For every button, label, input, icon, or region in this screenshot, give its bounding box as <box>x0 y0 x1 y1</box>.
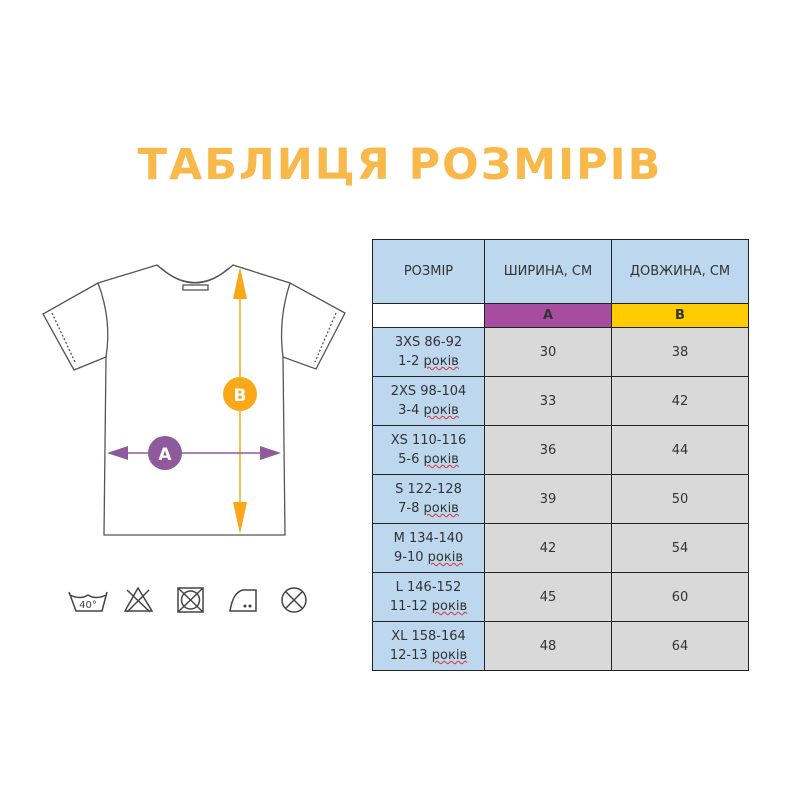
length-cell: 64 <box>611 621 749 671</box>
marker-a: A <box>484 303 612 328</box>
wash-40-icon: 40° <box>68 591 108 612</box>
size-cell: S 122-128 7-8 років <box>372 474 485 524</box>
care-icons: 40° <box>68 586 307 613</box>
marker-empty <box>372 303 485 328</box>
label-a: A <box>158 445 172 465</box>
marker-row: A B <box>372 303 749 328</box>
svg-text:40°: 40° <box>79 600 97 611</box>
tshirt-diagram: B A <box>42 264 346 536</box>
age: 9-10 <box>394 550 424 565</box>
size-label: M 134-140 <box>393 531 464 546</box>
size-label: XL 158-164 <box>391 629 466 644</box>
size-label: 3XS 86-92 <box>394 335 463 350</box>
age-unit: років <box>431 648 468 663</box>
label-b: B <box>234 386 247 406</box>
marker-b: B <box>611 303 749 328</box>
size-cell: M 134-140 9-10 років <box>372 523 485 573</box>
age: 3-4 <box>398 403 420 418</box>
age: 12-13 <box>389 648 428 663</box>
width-cell: 36 <box>484 425 612 475</box>
age: 7-8 <box>398 501 420 516</box>
length-cell: 38 <box>611 327 749 377</box>
table-row: XS 110-116 5-6 років 36 44 <box>372 425 749 475</box>
table-header-row: РОЗМІР ШИРИНА, СМ ДОВЖИНА, СМ <box>372 239 749 304</box>
width-cell: 48 <box>484 621 612 671</box>
size-cell: L 146-152 11-12 років <box>372 572 485 622</box>
measurement-b-arrow: B <box>223 267 257 534</box>
age-unit: років <box>423 452 459 467</box>
size-label: XS 110-116 <box>390 433 467 448</box>
age: 11-12 <box>389 599 428 614</box>
table-row: S 122-128 7-8 років 39 50 <box>372 474 749 524</box>
table-row: M 134-140 9-10 років 42 54 <box>372 523 749 573</box>
table-row: L 146-152 11-12 років 45 60 <box>372 572 749 622</box>
measurement-a-arrow: A <box>107 436 281 470</box>
size-label: S 122-128 <box>395 482 462 497</box>
no-tumble-dry-icon <box>177 587 204 613</box>
length-cell: 42 <box>611 376 749 426</box>
table-row: 2XS 98-104 3-4 років 33 42 <box>372 376 749 426</box>
width-cell: 39 <box>484 474 612 524</box>
tshirt-outline <box>42 264 346 536</box>
header-length: ДОВЖИНА, СМ <box>611 239 749 304</box>
size-cell: 3XS 86-92 1-2 років <box>372 327 485 377</box>
age: 5-6 <box>398 452 420 467</box>
size-table: РОЗМІР ШИРИНА, СМ ДОВЖИНА, СМ A B 3XS 86… <box>372 239 749 671</box>
length-cell: 54 <box>611 523 749 573</box>
length-cell: 50 <box>611 474 749 524</box>
no-bleach-icon <box>123 586 154 613</box>
width-cell: 45 <box>484 572 612 622</box>
age: 1-2 <box>398 354 420 369</box>
table-row: XL 158-164 12-13 років 48 64 <box>372 621 749 671</box>
header-width: ШИРИНА, СМ <box>484 239 612 304</box>
page-title: ТАБЛИЦЯ РОЗМІРІВ <box>137 140 663 190</box>
age-unit: років <box>431 599 468 614</box>
table-row: 3XS 86-92 1-2 років 30 38 <box>372 327 749 377</box>
age-unit: років <box>423 403 459 418</box>
header-size: РОЗМІР <box>372 239 485 304</box>
length-cell: 44 <box>611 425 749 475</box>
length-cell: 60 <box>611 572 749 622</box>
age-unit: років <box>423 501 459 516</box>
age-unit: років <box>423 354 459 369</box>
width-cell: 33 <box>484 376 612 426</box>
size-label: L 146-152 <box>395 580 462 595</box>
width-cell: 42 <box>484 523 612 573</box>
iron-icon <box>229 589 257 612</box>
width-cell: 30 <box>484 327 612 377</box>
size-cell: XL 158-164 12-13 років <box>372 621 485 671</box>
size-cell: XS 110-116 5-6 років <box>372 425 485 475</box>
size-label: 2XS 98-104 <box>390 384 467 399</box>
no-dry-clean-icon <box>281 587 307 613</box>
age-unit: років <box>427 550 463 565</box>
size-cell: 2XS 98-104 3-4 років <box>372 376 485 426</box>
